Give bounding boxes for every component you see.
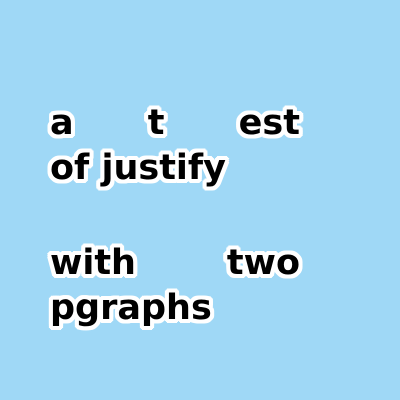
paragraph-1-line-1: a t est xyxy=(50,101,300,146)
paragraph-2: with two pgraphs xyxy=(50,241,300,331)
word: t xyxy=(147,103,165,143)
word: of justify xyxy=(50,148,226,188)
paragraph-2-line-1: with two xyxy=(50,241,300,286)
paragraph-2-line-2: pgraphs xyxy=(50,286,300,331)
paragraph-1: a t est of justify xyxy=(50,101,300,191)
word: two xyxy=(226,243,300,283)
word: with xyxy=(50,243,136,283)
word: a xyxy=(50,103,74,143)
paragraph-1-line-2: of justify xyxy=(50,146,300,191)
word: est xyxy=(238,103,300,143)
word: pgraphs xyxy=(50,288,212,328)
